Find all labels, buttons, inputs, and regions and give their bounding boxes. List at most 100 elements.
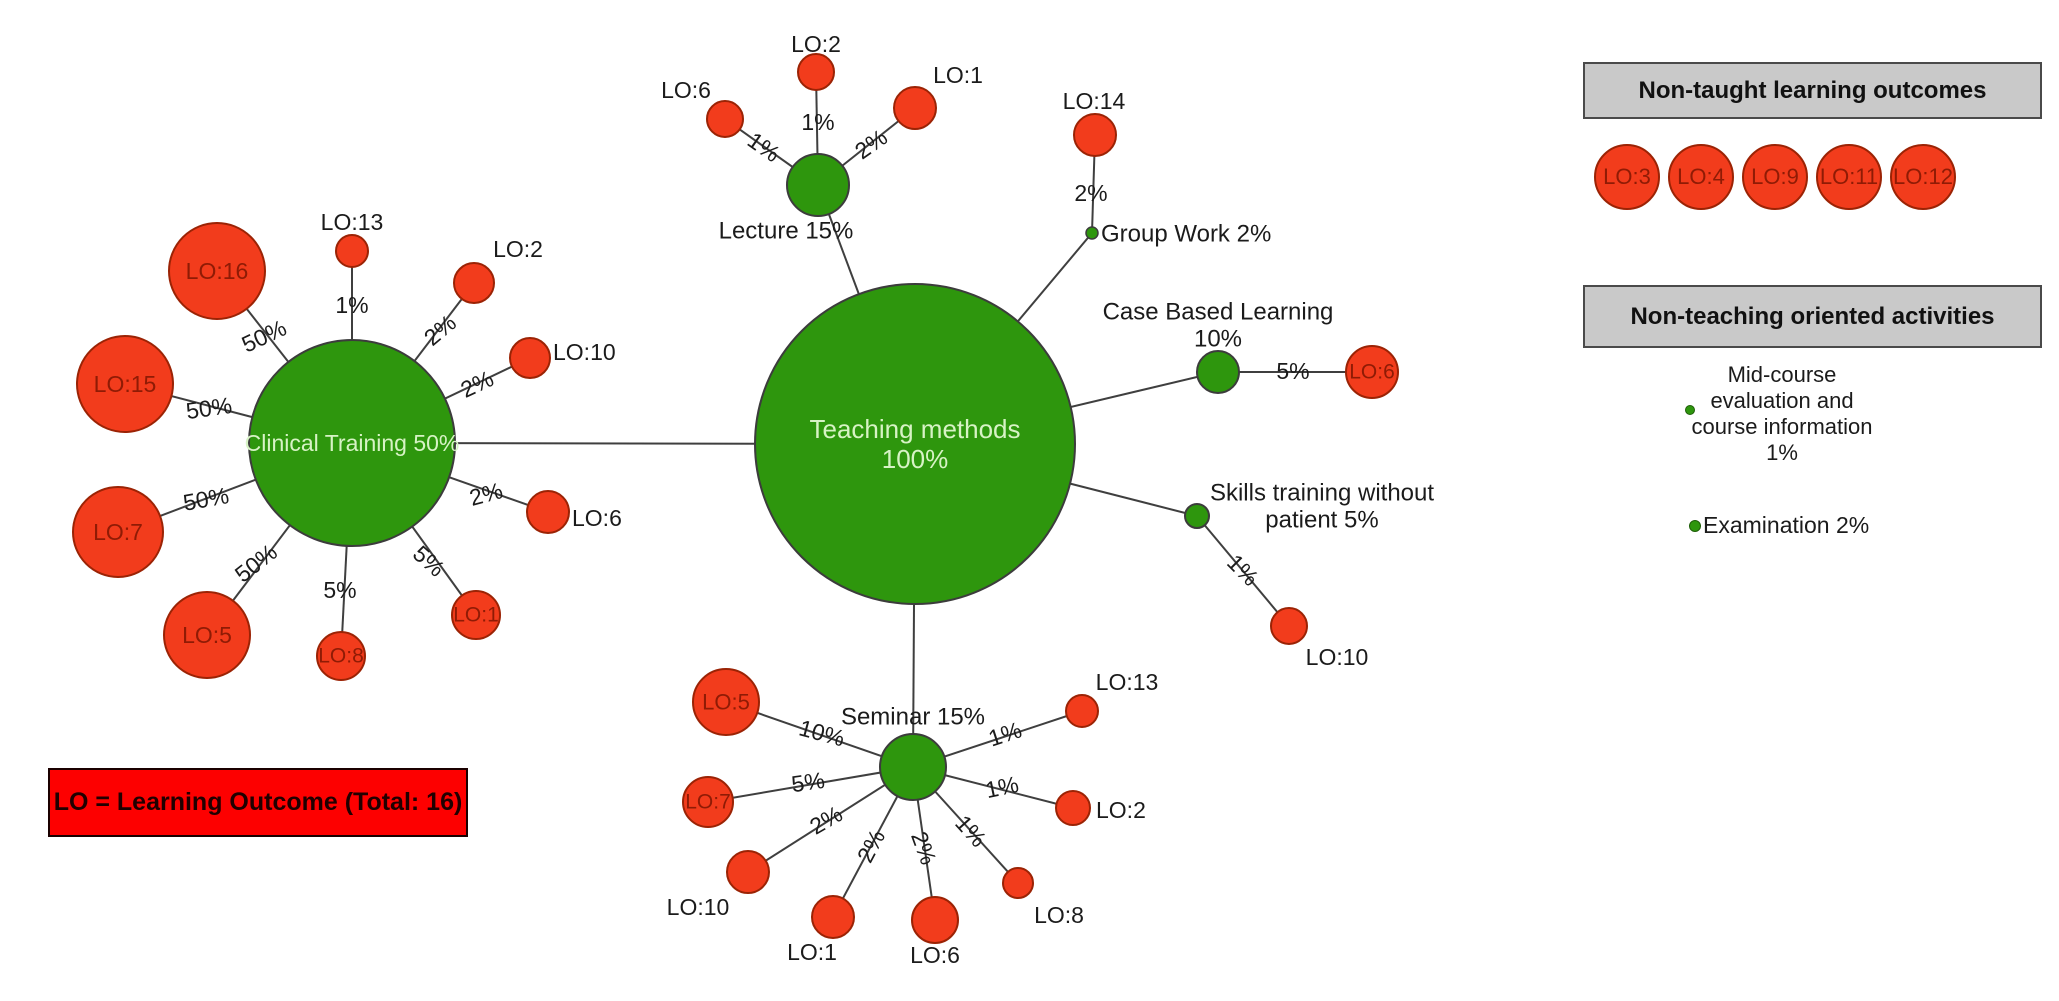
node-ct-lo1 [451, 590, 501, 640]
node-clinical [248, 339, 456, 547]
node-sem-lo10 [726, 850, 770, 894]
label-ct-lo5: LO:5 [182, 622, 232, 648]
label-gw-lo14: LO:14 [1063, 88, 1126, 114]
label-sem-lo13: LO:13 [1096, 669, 1159, 695]
edge-label-seminar-sem-lo10: 2% [805, 800, 847, 839]
node-cbl [1196, 350, 1240, 394]
node-ct-lo6 [526, 490, 570, 534]
node-ct-lo2 [453, 262, 495, 304]
node-ct-lo5 [163, 591, 251, 679]
node-ct-lo8 [316, 631, 366, 681]
edge-label-clinical-ct-lo6: 2% [467, 477, 506, 511]
edge-label-clinical-ct-lo15: 50% [184, 392, 233, 424]
edge-label-seminar-sem-lo2: 1% [983, 771, 1021, 803]
edge-label-seminar-sem-lo6: 2% [906, 828, 942, 868]
mid-course-line-1: Mid-course [1727, 362, 1837, 387]
label-skills-1: Skills training without [1210, 480, 1434, 507]
edge-skills-sk-lo10 [1196, 515, 1290, 627]
label-sem-lo5: LO:5 [702, 690, 750, 715]
node-sem-lo7 [682, 776, 734, 828]
non-taught-circle-lo9: LO:9 [1742, 144, 1808, 210]
label-sem-lo10: LO:10 [667, 894, 730, 920]
node-lecture [786, 153, 850, 217]
non-teaching-header: Non-teaching oriented activities [1583, 285, 2042, 348]
node-lec-lo1 [893, 86, 937, 130]
label-sem-lo1: LO:1 [787, 939, 837, 965]
edge-label-seminar-sem-lo1: 2% [852, 825, 891, 867]
edge-label-clinical-ct-lo13: 1% [335, 292, 368, 318]
node-lec-lo2 [797, 53, 835, 91]
label-cbl-lo6: LO:6 [1349, 361, 1395, 384]
node-sk-lo10 [1270, 607, 1308, 645]
label-lec-lo6: LO:6 [661, 77, 711, 103]
edge-label-clinical-ct-lo10: 2% [456, 365, 497, 403]
label-ct-lo1: LO:1 [453, 604, 499, 627]
edge-label-lecture-lec-lo2: 1% [801, 109, 834, 135]
edge-label-clinical-ct-lo1: 5% [408, 540, 450, 582]
edge-label-seminar-sem-lo7: 5% [790, 767, 827, 797]
label-sem-lo7: LO:7 [685, 791, 731, 814]
edge-label-cbl-cbl-lo6: 5% [1276, 358, 1309, 384]
node-gw-lo14 [1073, 113, 1117, 157]
non-taught-header: Non-taught learning outcomes [1583, 62, 2042, 119]
label-sem-lo2: LO:2 [1096, 797, 1146, 823]
label-ct-lo16: LO:16 [186, 258, 249, 284]
node-ct-lo10 [509, 337, 551, 379]
label-skills-2: patient 5% [1265, 507, 1378, 534]
node-ct-lo7 [72, 486, 164, 578]
examination-label: Examination 2% [1703, 512, 1870, 538]
label-ct-lo7: LO:7 [93, 519, 143, 545]
label-ct-lo10: LO:10 [553, 339, 616, 365]
label-lecture: Lecture 15% [719, 218, 854, 245]
non-taught-circle-lo12: LO:12 [1890, 144, 1956, 210]
edge-label-clinical-ct-lo7: 50% [181, 482, 231, 516]
node-teaching [754, 283, 1076, 605]
node-groupwork [1085, 226, 1099, 240]
label-sem-lo8: LO:8 [1034, 902, 1084, 928]
mid-course-line-3: course information [1691, 414, 1873, 439]
label-ct-lo6: LO:6 [572, 505, 622, 531]
label-groupwork: Group Work 2% [1101, 221, 1271, 248]
mid-course-dot-icon [1685, 405, 1695, 415]
mid-course-label: Mid-course evaluation and course informa… [1641, 362, 1923, 466]
node-sem-lo2 [1055, 790, 1091, 826]
edge-label-clinical-ct-lo2: 2% [419, 309, 461, 350]
edge-label-seminar-sem-lo13: 1% [985, 716, 1025, 751]
label-cbl-2: 10% [1194, 326, 1242, 353]
label-clinical: Clinical Training 50% [245, 430, 460, 456]
node-ct-lo16 [168, 222, 266, 320]
mid-course-line-4: 1% [1766, 440, 1798, 465]
examination-dot-icon [1689, 520, 1701, 532]
label-cbl-1: Case Based Learning [1103, 299, 1334, 326]
non-taught-circle-lo11: LO:11 [1816, 144, 1882, 210]
edge-label-clinical-ct-lo8: 5% [323, 577, 356, 603]
label-lec-lo2: LO:2 [791, 31, 841, 57]
mid-course-line-2: evaluation and [1710, 388, 1854, 413]
label-teaching-2: 100% [882, 444, 949, 474]
edge-label-seminar-sem-lo5: 10% [796, 714, 847, 751]
node-sem-lo5 [692, 668, 760, 736]
edge-seminar-sem-lo7 [707, 766, 914, 803]
edge-label-lecture-lec-lo1: 2% [850, 124, 892, 164]
edge-label-groupwork-gw-lo14: 2% [1074, 180, 1107, 206]
edge-label-skills-sk-lo10: 1% [1222, 549, 1264, 591]
label-lec-lo1: LO:1 [933, 62, 983, 88]
label-seminar: Seminar 15% [841, 704, 985, 731]
node-seminar [879, 733, 947, 801]
legend-box: LO = Learning Outcome (Total: 16) [48, 768, 468, 837]
node-sem-lo8 [1002, 867, 1034, 899]
label-ct-lo13: LO:13 [321, 209, 384, 235]
label-sem-lo6: LO:6 [910, 942, 960, 968]
node-skills [1184, 503, 1210, 529]
edge-label-lecture-lec-lo6: 1% [743, 127, 785, 167]
label-sk-lo10: LO:10 [1306, 644, 1369, 670]
node-sem-lo1 [811, 895, 855, 939]
node-ct-lo13 [335, 234, 369, 268]
label-teaching-1: Teaching methods [809, 414, 1020, 444]
label-ct-lo15: LO:15 [94, 371, 157, 397]
node-lec-lo6 [706, 100, 744, 138]
node-cbl-lo6 [1345, 345, 1399, 399]
non-taught-circles: LO:3 LO:4 LO:9 LO:11 LO:12 [1594, 144, 1956, 210]
